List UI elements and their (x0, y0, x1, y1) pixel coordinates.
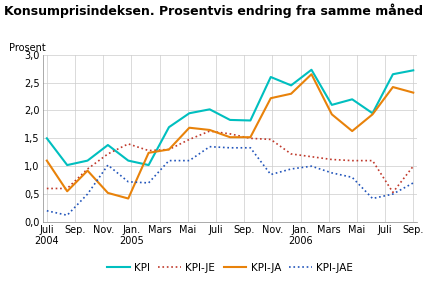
Legend: KPI, KPI-JE, KPI-JA, KPI-JAE: KPI, KPI-JE, KPI-JA, KPI-JAE (103, 259, 357, 277)
Text: Prosent: Prosent (9, 43, 46, 53)
Text: Konsumprisindeksen. Prosentvis endring fra samme måned året før: Konsumprisindeksen. Prosentvis endring f… (4, 3, 426, 18)
